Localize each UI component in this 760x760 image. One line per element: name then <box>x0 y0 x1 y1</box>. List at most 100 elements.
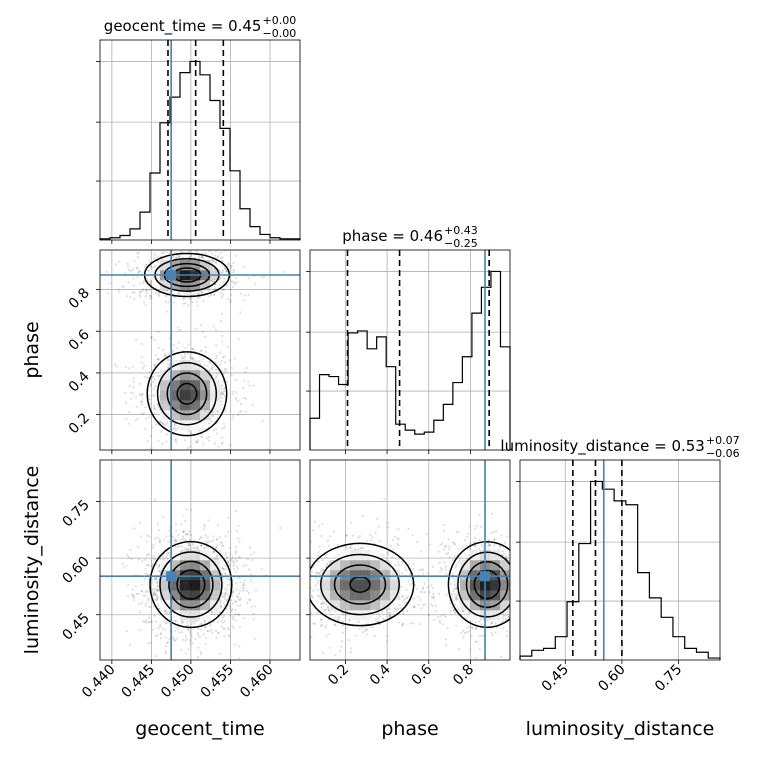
sample-point <box>176 427 179 430</box>
sample-point <box>224 592 227 595</box>
sample-point <box>229 559 232 562</box>
yaxis-label-phase: phase <box>21 321 43 378</box>
sample-point <box>346 609 349 612</box>
sample-point <box>186 547 189 551</box>
sample-point <box>489 622 492 625</box>
sample-point <box>189 631 192 634</box>
sample-point <box>211 414 214 417</box>
sample-point <box>164 300 167 303</box>
sample-point <box>438 561 441 564</box>
sample-point <box>294 604 296 606</box>
sample-point <box>141 590 144 593</box>
sample-point <box>139 382 142 385</box>
sample-point <box>230 598 233 602</box>
sample-point <box>511 614 513 616</box>
sample-point <box>157 330 160 334</box>
sample-point <box>513 572 515 574</box>
sample-point <box>183 547 186 550</box>
sample-point <box>224 587 227 590</box>
sample-point <box>87 245 89 247</box>
sample-point <box>226 577 229 581</box>
sample-point <box>525 577 527 579</box>
sample-point <box>392 548 395 551</box>
sample-point <box>221 260 224 263</box>
sample-point <box>222 422 226 425</box>
sample-point <box>198 537 201 540</box>
sample-point <box>357 536 360 539</box>
sample-point <box>189 432 192 435</box>
sample-point <box>157 603 160 606</box>
title-minus: −0.06 <box>706 447 740 460</box>
sample-point <box>159 420 162 423</box>
sample-point <box>310 595 314 598</box>
sample-point <box>129 548 132 551</box>
sample-point <box>358 535 361 538</box>
sample-point <box>174 523 177 526</box>
density-cell <box>320 590 331 601</box>
panel-luminosity_distance-vs-phase-content <box>291 460 538 660</box>
sample-point <box>403 601 406 605</box>
sample-point <box>431 595 435 599</box>
sample-point <box>195 441 199 444</box>
sample-point <box>152 591 155 595</box>
sample-point <box>453 603 457 606</box>
sample-point <box>194 547 198 550</box>
sample-point <box>164 354 167 358</box>
sample-point <box>247 592 250 595</box>
sample-point <box>206 542 209 545</box>
sample-point <box>495 626 498 629</box>
sample-point <box>200 544 203 547</box>
sample-point <box>493 538 496 541</box>
sample-point <box>454 566 457 569</box>
sample-point <box>521 554 523 556</box>
sample-point <box>390 555 394 559</box>
sample-point <box>235 582 238 585</box>
sample-point <box>207 667 209 669</box>
sample-point <box>145 292 148 295</box>
sample-point <box>200 291 204 294</box>
sample-point <box>167 358 170 362</box>
sample-point <box>310 540 312 543</box>
sample-point <box>211 411 214 414</box>
sample-point <box>249 579 253 582</box>
sample-point <box>157 564 161 567</box>
sample-point <box>215 545 218 549</box>
sample-point <box>223 635 226 638</box>
sample-point <box>536 602 538 604</box>
sample-point <box>149 641 152 644</box>
sample-point <box>224 395 227 398</box>
sample-point <box>155 580 159 584</box>
sample-point <box>220 619 223 622</box>
sample-point <box>132 596 135 599</box>
sample-point <box>242 583 245 586</box>
density-cell <box>180 610 191 621</box>
sample-point <box>154 537 157 540</box>
sample-point <box>164 555 168 559</box>
sample-point <box>327 608 330 611</box>
sample-point <box>149 297 152 300</box>
sample-point <box>229 604 232 607</box>
sample-point <box>532 581 534 583</box>
sample-point <box>156 634 159 637</box>
sample-point <box>173 343 176 347</box>
sample-point <box>291 556 293 558</box>
density-cell <box>350 610 361 621</box>
sample-point <box>452 599 455 602</box>
density-cell <box>190 260 201 271</box>
sample-point <box>386 526 389 529</box>
sample-point <box>455 624 458 628</box>
sample-point <box>405 596 408 600</box>
contour-line <box>473 569 501 600</box>
sample-point <box>211 252 214 255</box>
sample-point <box>143 265 147 268</box>
sample-point <box>317 560 320 563</box>
sample-point <box>204 335 207 338</box>
sample-point <box>388 611 391 614</box>
sample-point <box>262 419 265 422</box>
ytick-label-phase: 0.6 <box>66 327 93 354</box>
sample-point <box>168 337 171 340</box>
sample-point <box>341 631 344 634</box>
sample-point <box>516 631 518 633</box>
sample-point <box>156 358 160 361</box>
contour-line <box>333 564 387 605</box>
